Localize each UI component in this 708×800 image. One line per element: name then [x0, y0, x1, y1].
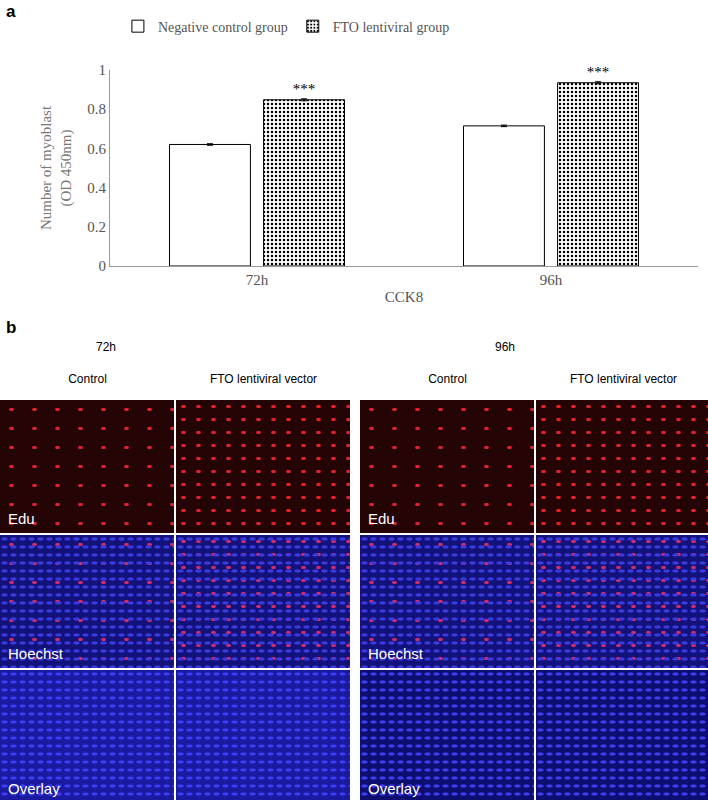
- svg-text:0.4: 0.4: [87, 180, 106, 196]
- html-text:Hoechst: Hoechst: [368, 645, 423, 662]
- svg-text:96h: 96h: [540, 272, 563, 288]
- html-text:Control: Control: [68, 372, 107, 386]
- svg-text:72h: 72h: [246, 272, 269, 288]
- svg-text:0.2: 0.2: [87, 219, 106, 235]
- svg-text:Negative control group: Negative control group: [158, 20, 288, 35]
- svg-text:***: ***: [293, 81, 316, 97]
- html-text:72h: 72h: [96, 340, 116, 354]
- svg-text:Number of myoblast(OD 450nm): Number of myoblast(OD 450nm): [38, 105, 75, 230]
- html-text:Hoechst: Hoechst: [8, 645, 63, 662]
- svg-text:FTO lentiviral group: FTO lentiviral group: [333, 20, 449, 35]
- html-text:Overlay: Overlay: [8, 780, 60, 797]
- html-text:96h: 96h: [495, 340, 515, 354]
- html-text:Overlay: Overlay: [368, 780, 420, 797]
- html-text:FTO lentiviral vector: FTO lentiviral vector: [209, 372, 318, 386]
- svg-text:***: ***: [587, 64, 610, 80]
- svg-text:0: 0: [99, 258, 107, 274]
- html-text:Control: Control: [428, 372, 467, 386]
- svg-text:1: 1: [99, 62, 107, 78]
- svg-text:0.6: 0.6: [87, 141, 106, 157]
- svg-text:0.8: 0.8: [87, 101, 106, 117]
- html-text:FTO lentiviral vector: FTO lentiviral vector: [569, 372, 678, 386]
- svg-text:CCK8: CCK8: [385, 289, 423, 305]
- html-text:Edu: Edu: [368, 510, 395, 527]
- html-text:Edu: Edu: [8, 510, 35, 527]
- html-text:a: a: [6, 2, 16, 21]
- html-text:b: b: [6, 318, 17, 337]
